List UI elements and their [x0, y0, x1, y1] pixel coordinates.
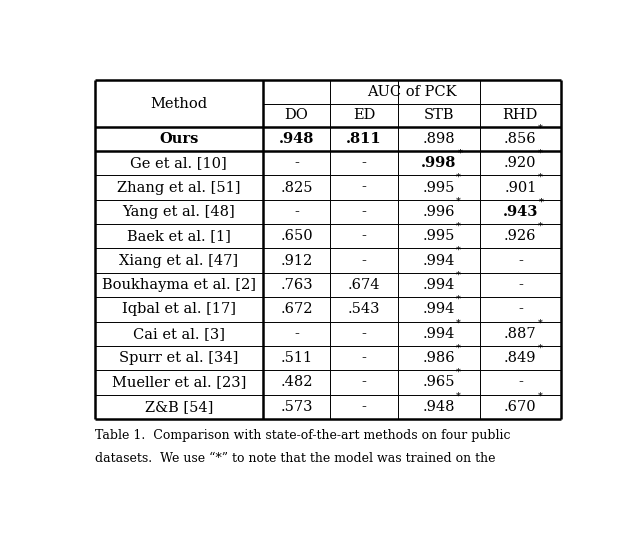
Text: .811: .811	[346, 132, 382, 146]
Text: .482: .482	[280, 375, 313, 390]
Text: *: *	[456, 368, 461, 377]
Text: *: *	[538, 124, 543, 133]
Text: .994: .994	[422, 254, 455, 268]
Text: *: *	[456, 392, 461, 401]
Text: .994: .994	[422, 327, 455, 341]
Text: .898: .898	[422, 132, 455, 146]
Text: *: *	[456, 319, 461, 328]
Text: Iqbal et al. [17]: Iqbal et al. [17]	[122, 302, 236, 317]
Text: Ours: Ours	[159, 132, 198, 146]
Text: -: -	[362, 375, 367, 390]
Text: Mueller et al. [23]: Mueller et al. [23]	[111, 375, 246, 390]
Text: *: *	[538, 319, 543, 328]
Text: -: -	[362, 229, 367, 243]
Text: .573: .573	[280, 400, 313, 414]
Text: -: -	[518, 302, 523, 317]
Text: .986: .986	[422, 351, 455, 365]
Text: STB: STB	[424, 108, 454, 122]
Text: *: *	[456, 270, 461, 279]
Text: .674: .674	[348, 278, 380, 292]
Text: Cai et al. [3]: Cai et al. [3]	[133, 327, 225, 341]
Text: .543: .543	[348, 302, 380, 317]
Text: .825: .825	[280, 181, 313, 195]
Text: *: *	[538, 392, 543, 401]
Text: Xiang et al. [47]: Xiang et al. [47]	[119, 254, 238, 268]
Text: *: *	[456, 246, 461, 255]
Text: .901: .901	[504, 181, 536, 195]
Text: *: *	[538, 343, 543, 352]
Text: -: -	[362, 351, 367, 365]
Text: .965: .965	[422, 375, 455, 390]
Text: *: *	[539, 197, 544, 206]
Text: ED: ED	[353, 108, 375, 122]
Text: Yang et al. [48]: Yang et al. [48]	[122, 205, 235, 219]
Text: -: -	[518, 254, 523, 268]
Text: -: -	[362, 205, 367, 219]
Text: *: *	[538, 222, 543, 230]
Text: .995: .995	[422, 181, 455, 195]
Text: -: -	[362, 181, 367, 195]
Text: .650: .650	[280, 229, 313, 243]
Text: Spurr et al. [34]: Spurr et al. [34]	[119, 351, 239, 365]
Text: Baek et al. [1]: Baek et al. [1]	[127, 229, 231, 243]
Text: Boukhayma et al. [2]: Boukhayma et al. [2]	[102, 278, 256, 292]
Text: -: -	[294, 205, 299, 219]
Text: .994: .994	[422, 302, 455, 317]
Text: Method: Method	[150, 96, 207, 110]
Text: .994: .994	[422, 278, 455, 292]
Text: -: -	[294, 156, 299, 170]
Text: .996: .996	[422, 205, 455, 219]
Text: .995: .995	[422, 229, 455, 243]
Text: .948: .948	[422, 400, 455, 414]
Text: .856: .856	[504, 132, 536, 146]
Text: Zhang et al. [51]: Zhang et al. [51]	[117, 181, 241, 195]
Text: Ge et al. [10]: Ge et al. [10]	[131, 156, 227, 170]
Text: -: -	[362, 254, 367, 268]
Text: .920: .920	[504, 156, 536, 170]
Text: .926: .926	[504, 229, 536, 243]
Text: .998: .998	[421, 156, 456, 170]
Text: -: -	[518, 278, 523, 292]
Text: -: -	[294, 327, 299, 341]
Text: AUC of PCK: AUC of PCK	[367, 85, 457, 99]
Text: *: *	[538, 148, 543, 157]
Text: -: -	[362, 156, 367, 170]
Text: Z&B [54]: Z&B [54]	[145, 400, 213, 414]
Text: *: *	[456, 222, 461, 230]
Text: DO: DO	[285, 108, 308, 122]
Text: datasets.  We use “*” to note that the model was trained on the: datasets. We use “*” to note that the mo…	[95, 452, 495, 465]
Text: -: -	[362, 327, 367, 341]
Text: *: *	[456, 343, 461, 352]
Text: Table 1.  Comparison with state-of-the-art methods on four public: Table 1. Comparison with state-of-the-ar…	[95, 429, 510, 442]
Text: .943: .943	[502, 205, 538, 219]
Text: .670: .670	[504, 400, 536, 414]
Text: *: *	[456, 173, 461, 182]
Text: *: *	[456, 197, 461, 206]
Text: .511: .511	[280, 351, 312, 365]
Text: *: *	[538, 173, 542, 182]
Text: *: *	[458, 148, 463, 157]
Text: *: *	[456, 295, 461, 304]
Text: .672: .672	[280, 302, 313, 317]
Text: -: -	[518, 375, 523, 390]
Text: -: -	[362, 400, 367, 414]
Text: .763: .763	[280, 278, 313, 292]
Text: RHD: RHD	[502, 108, 538, 122]
Text: .912: .912	[280, 254, 313, 268]
Text: .849: .849	[504, 351, 536, 365]
Text: .887: .887	[504, 327, 536, 341]
Text: .948: .948	[279, 132, 314, 146]
